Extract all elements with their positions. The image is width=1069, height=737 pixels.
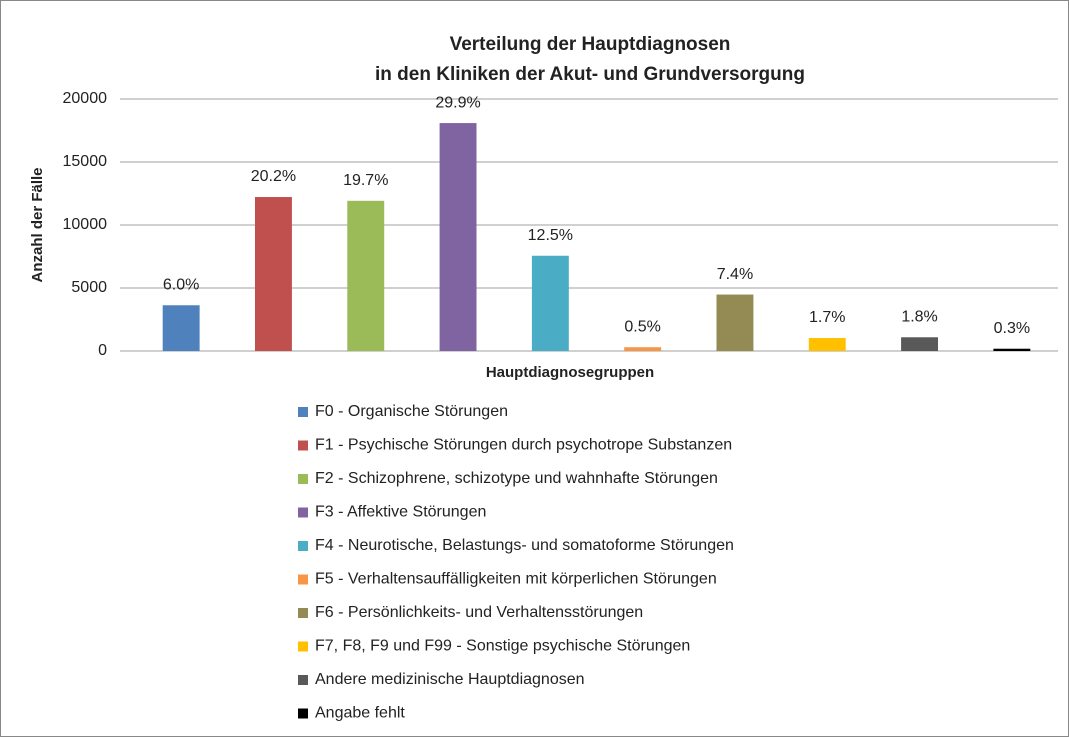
legend-label: Angabe fehlt — [315, 705, 405, 722]
legend-label: F5 - Verhaltensauffälligkeiten mit körpe… — [315, 571, 717, 588]
y-tick-label: 0 — [98, 342, 107, 359]
bar — [254, 197, 292, 351]
data-label: 0.3% — [994, 320, 1030, 337]
data-label: 6.0% — [163, 276, 199, 293]
legend-label: F2 - Schizophrene, schizotype und wahnha… — [315, 470, 718, 487]
x-axis-title: Hauptdiagnosegruppen — [486, 364, 654, 381]
legend-label: F7, F8, F9 und F99 - Sonstige psychische… — [315, 638, 690, 655]
legend-label: F0 - Organische Störungen — [315, 403, 508, 420]
legend-label: Andere medizinische Hauptdiagnosen — [315, 671, 585, 688]
legend-swatch — [298, 675, 308, 685]
bar — [162, 305, 200, 351]
bar — [531, 255, 569, 351]
y-tick-label: 10000 — [63, 216, 108, 233]
legend-swatch — [298, 407, 308, 417]
legend-swatch — [298, 507, 308, 518]
data-label: 0.5% — [624, 318, 660, 335]
legend-label: F6 - Persönlichkeits- und Verhaltensstör… — [315, 604, 643, 621]
data-label: 1.7% — [809, 309, 845, 326]
legend-swatch — [298, 574, 308, 585]
legend-swatch — [298, 708, 308, 719]
bar — [624, 347, 662, 351]
data-label: 12.5% — [528, 227, 573, 244]
legend-label: F1 - Psychische Störungen durch psychotr… — [315, 437, 732, 454]
bar — [347, 200, 385, 351]
y-tick-label: 5000 — [71, 279, 107, 296]
data-label: 29.9% — [435, 94, 480, 111]
legend-swatch — [298, 541, 308, 551]
data-label: 19.7% — [343, 172, 388, 189]
bar — [993, 348, 1031, 351]
y-tick-label: 15000 — [63, 153, 108, 170]
data-label: 7.4% — [717, 266, 753, 283]
y-axis-title: Anzahl der Fälle — [29, 167, 46, 282]
legend-label: F4 - Neurotische, Belastungs- und somato… — [315, 537, 734, 554]
legend-swatch — [298, 440, 308, 451]
data-label: 20.2% — [251, 168, 296, 185]
data-label: 1.8% — [901, 308, 937, 325]
legend-swatch — [298, 608, 308, 618]
bar — [439, 123, 477, 351]
bar — [808, 338, 846, 351]
legend-swatch — [298, 641, 308, 652]
legend-swatch — [298, 474, 308, 484]
legend-label: F3 - Affektive Störungen — [315, 504, 486, 521]
bar — [901, 337, 939, 351]
y-tick-label: 20000 — [63, 90, 108, 107]
bar — [716, 294, 754, 351]
chart-title: in den Kliniken der Akut- und Grundverso… — [375, 64, 805, 85]
chart-title: Verteilung der Hauptdiagnosen — [450, 34, 731, 55]
